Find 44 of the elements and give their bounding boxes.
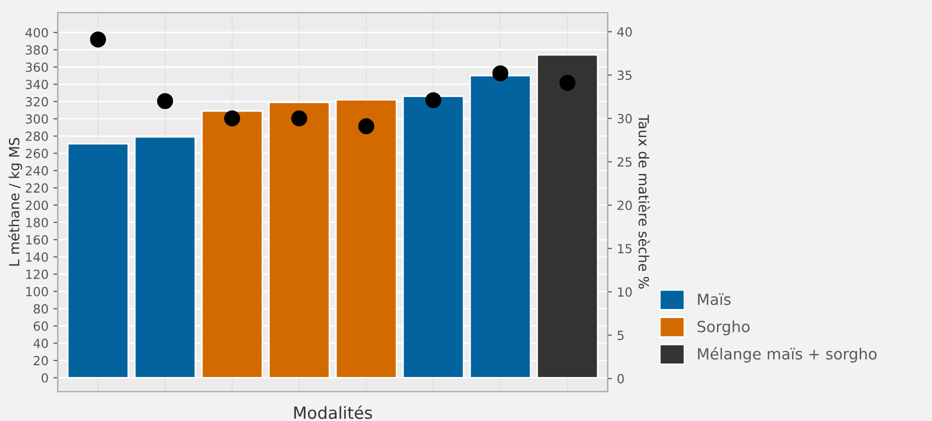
y2-tick-label: 5: [618, 330, 624, 340]
y2-tick-label: 25: [618, 157, 632, 167]
point: [492, 65, 508, 82]
y-tick-label: 40: [33, 338, 48, 348]
point: [291, 110, 308, 126]
legend-label: Maïs: [698, 293, 731, 306]
y-tick-label: 220: [26, 183, 48, 193]
point: [559, 74, 576, 91]
point: [90, 32, 106, 48]
y2-tick-label: 20: [618, 200, 632, 210]
y-tick-label: 280: [26, 132, 48, 141]
y2-tick-label: 35: [618, 70, 632, 80]
y-tick-label: 400: [26, 28, 48, 38]
point: [157, 93, 174, 110]
y-tick-label: 260: [26, 148, 48, 158]
y-tick-label: 300: [26, 114, 48, 124]
y-tick-label: 100: [26, 286, 48, 296]
y-tick-label: 20: [34, 356, 48, 366]
y2-tick-label: 0: [618, 374, 624, 384]
point: [425, 92, 442, 108]
y2-axis-title: Taux de matière sèche %: [638, 114, 650, 289]
y-tick-label: 60: [34, 321, 48, 331]
y-tick-label: 240: [26, 166, 48, 176]
y-tick-label: 180: [26, 218, 48, 228]
point: [358, 118, 374, 134]
y-tick-label: 200: [26, 200, 48, 210]
legend-label: Mélange maïs + sorgho: [698, 347, 877, 363]
y2-tick-label: 15: [618, 244, 632, 254]
y2-tick-label: 30: [618, 114, 632, 124]
y2-tick-label: 40: [617, 27, 632, 37]
y-tick-label: 340: [26, 80, 48, 90]
y-tick-label: 360: [26, 62, 48, 72]
y2-tick-label: 10: [618, 287, 632, 297]
y-axis-title: L méthane / kg MS: [8, 138, 22, 266]
legend-label: Sorgho: [698, 320, 750, 336]
y-tick-label: 0: [42, 373, 48, 383]
y-tick-label: 140: [26, 252, 48, 262]
y-tick-label: 320: [26, 97, 48, 106]
y-tick-label: 380: [26, 45, 48, 55]
y-tick-label: 80: [34, 304, 48, 314]
y-tick-label: 160: [26, 235, 48, 245]
point: [224, 110, 240, 126]
x-axis-title: Modalités: [294, 405, 372, 420]
y-tick-label: 120: [26, 270, 48, 280]
